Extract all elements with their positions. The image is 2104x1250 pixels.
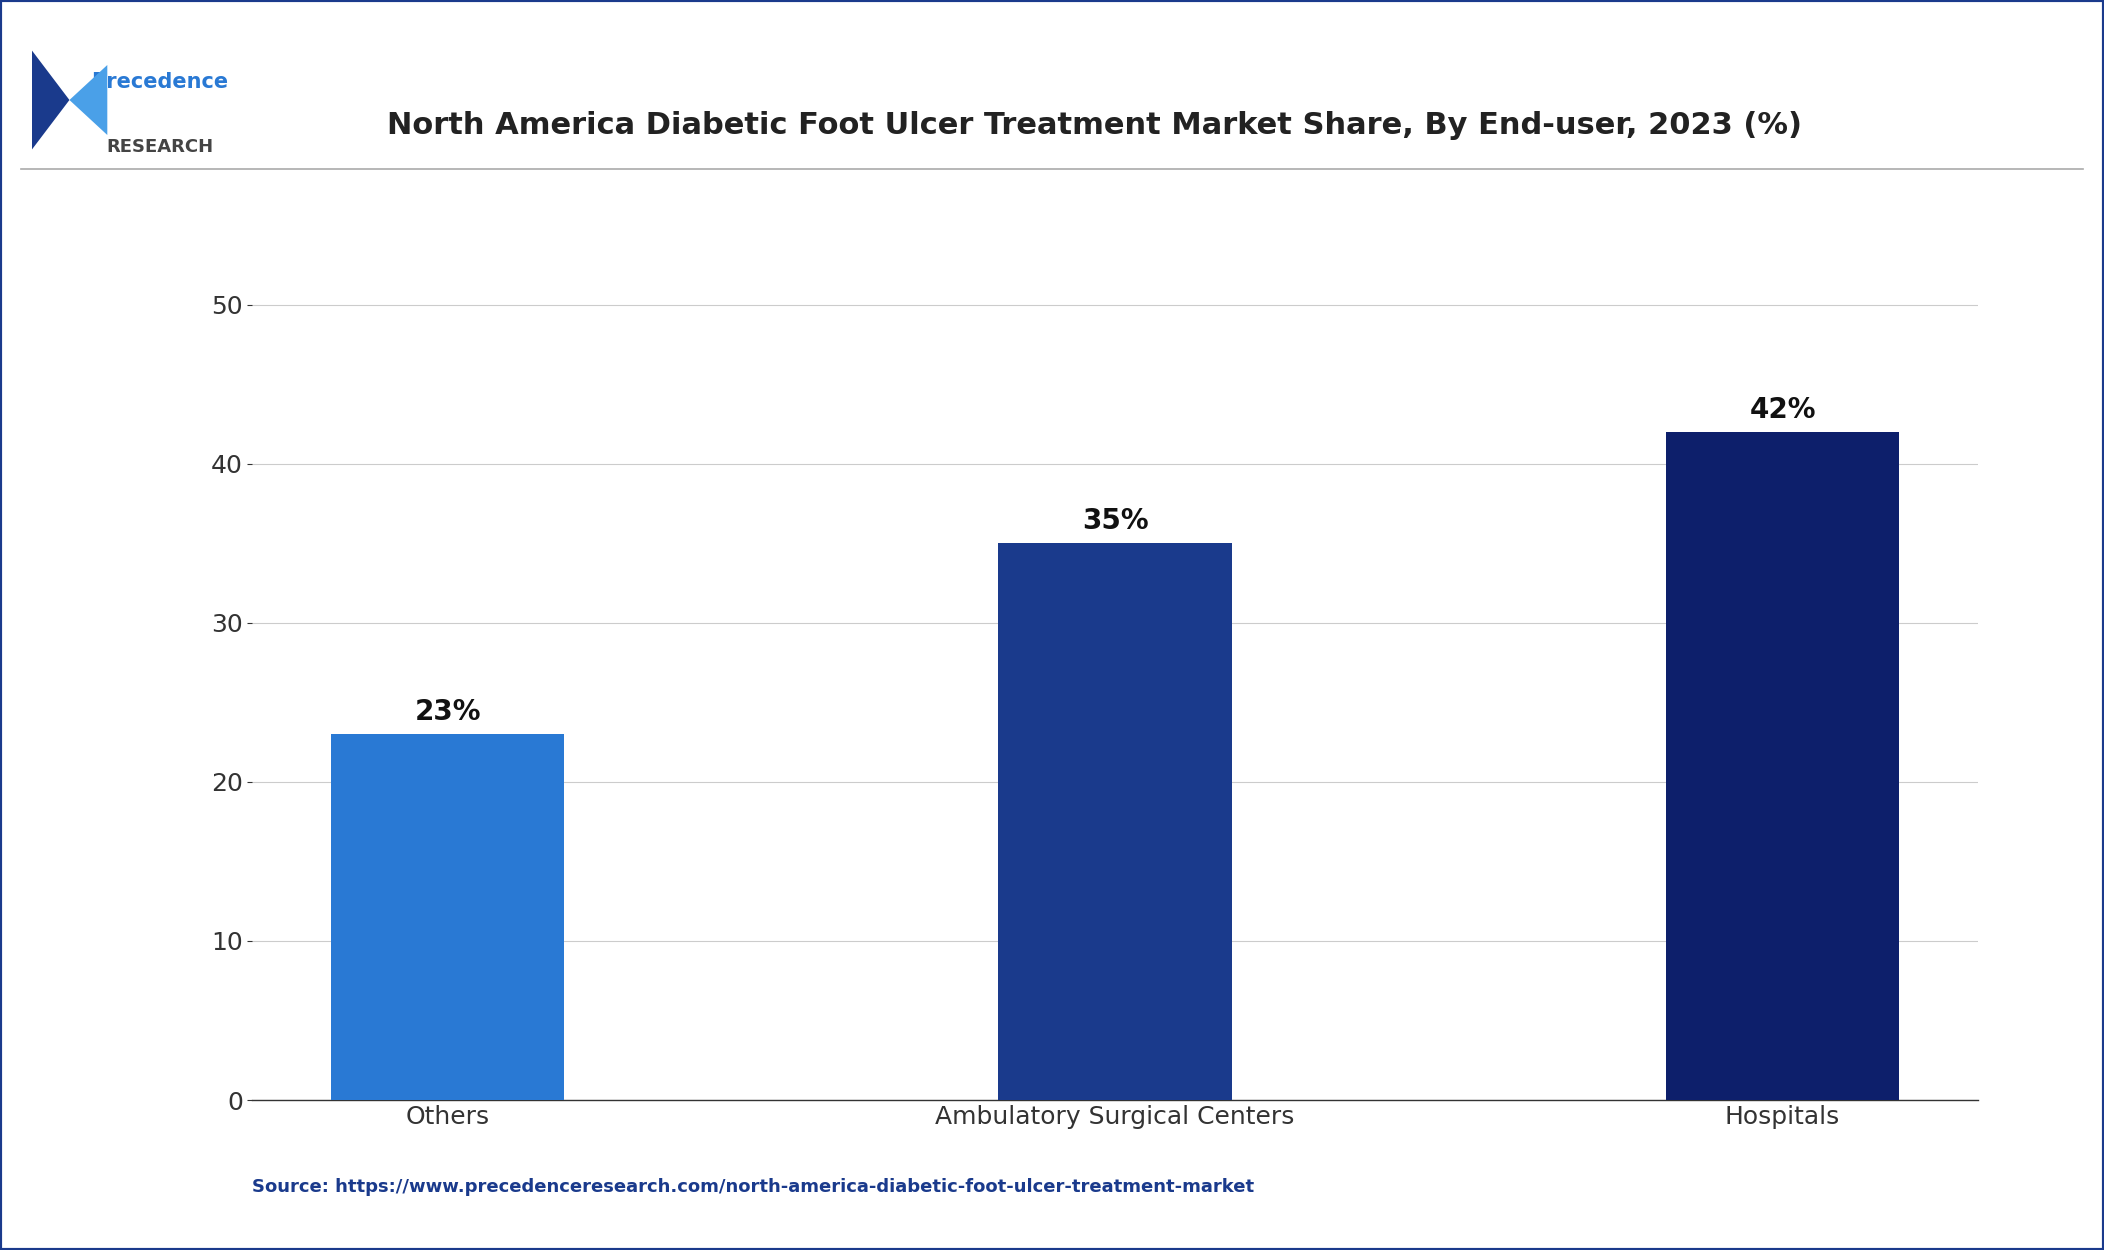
- Text: 35%: 35%: [1081, 508, 1149, 535]
- Polygon shape: [69, 65, 107, 135]
- Bar: [1666, 431, 1900, 1100]
- Text: RESEARCH: RESEARCH: [107, 138, 213, 156]
- Text: Precedence: Precedence: [90, 71, 229, 92]
- Polygon shape: [32, 50, 69, 150]
- Text: 42%: 42%: [1748, 396, 1816, 424]
- Text: Source: https://www.precedenceresearch.com/north-america-diabetic-foot-ulcer-tre: Source: https://www.precedenceresearch.c…: [252, 1179, 1254, 1196]
- Text: 23%: 23%: [414, 699, 482, 726]
- Bar: [997, 544, 1233, 1100]
- Bar: [330, 734, 564, 1100]
- Text: North America Diabetic Foot Ulcer Treatment Market Share, By End-user, 2023 (%): North America Diabetic Foot Ulcer Treatm…: [387, 110, 1801, 140]
